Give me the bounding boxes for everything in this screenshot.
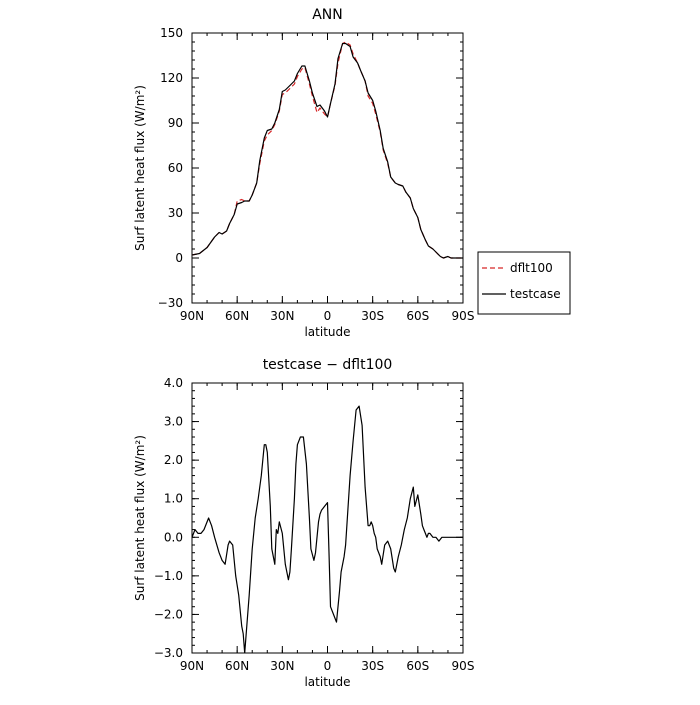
bottom-y-tick-label: 4.0	[164, 376, 183, 390]
bottom-x-tick-label: 30N	[270, 659, 294, 673]
bottom-chart-title: testcase − dflt100	[263, 357, 393, 373]
bottom-y-axis-label: Surf latent heat flux (W/m²)	[133, 435, 147, 601]
top-legend-label-testcase: testcase	[510, 287, 561, 301]
bottom-y-tick-label: 2.0	[164, 453, 183, 467]
top-legend-box	[477, 251, 571, 315]
bottom-x-tick-label: 0	[324, 659, 332, 673]
top-x-tick-label: 60N	[225, 309, 249, 323]
bottom-y-tick-label: −1.0	[154, 569, 183, 583]
top-y-tick-label: 60	[168, 161, 183, 175]
bottom-x-tick-label: 60N	[225, 659, 249, 673]
top-x-tick-label: 0	[324, 309, 332, 323]
top-legend-label-dflt100: dflt100	[510, 261, 553, 275]
top-x-axis-label: latitude	[304, 325, 350, 339]
top-series-line-testcase	[192, 42, 463, 259]
top-panel: ANN 90N 60N 30N 0 30S 60S 90S 150 120 90 60 30 0 −30 la…	[133, 7, 571, 339]
top-y-tick-label: 120	[160, 71, 183, 85]
bottom-y-tick-label: −3.0	[154, 646, 183, 660]
bottom-x-tick-label: 90S	[452, 659, 475, 673]
bottom-x-tick-label: 30S	[361, 659, 384, 673]
top-x-tick-label: 90N	[180, 309, 204, 323]
bottom-x-tick-label: 60S	[406, 659, 429, 673]
bottom-x-tick-label: 90N	[180, 659, 204, 673]
top-chart-title: ANN	[312, 7, 343, 23]
top-y-tick-label: 0	[175, 251, 183, 265]
bottom-x-axis-label: latitude	[304, 675, 350, 689]
bottom-y-tick-label: 3.0	[164, 415, 183, 429]
bottom-y-tick-label: −2.0	[154, 607, 183, 621]
top-y-tick-label: −30	[158, 296, 183, 310]
top-plot-frame	[191, 32, 464, 304]
bottom-y-tick-label: 0.0	[164, 530, 183, 544]
bottom-series-line-series-0	[192, 405, 463, 653]
top-x-tick-label: 30S	[361, 309, 384, 323]
top-y-axis-label: Surf latent heat flux (W/m²)	[133, 85, 147, 251]
bottom-y-tick-label: 1.0	[164, 492, 183, 506]
bottom-panel: testcase − dflt100 90N 60N 30N 0 30S 60S 90S 4.0…	[133, 357, 474, 689]
top-y-tick-label: 90	[168, 116, 183, 130]
top-x-tick-label: 30N	[270, 309, 294, 323]
top-y-tick-label: 30	[168, 206, 183, 220]
top-x-tick-label: 60S	[406, 309, 429, 323]
top-series-line-dflt100	[192, 41, 463, 259]
top-y-tick-label: 150	[160, 26, 183, 40]
top-x-tick-label: 90S	[452, 309, 475, 323]
top-legend: dflt100 testcase	[477, 251, 571, 315]
